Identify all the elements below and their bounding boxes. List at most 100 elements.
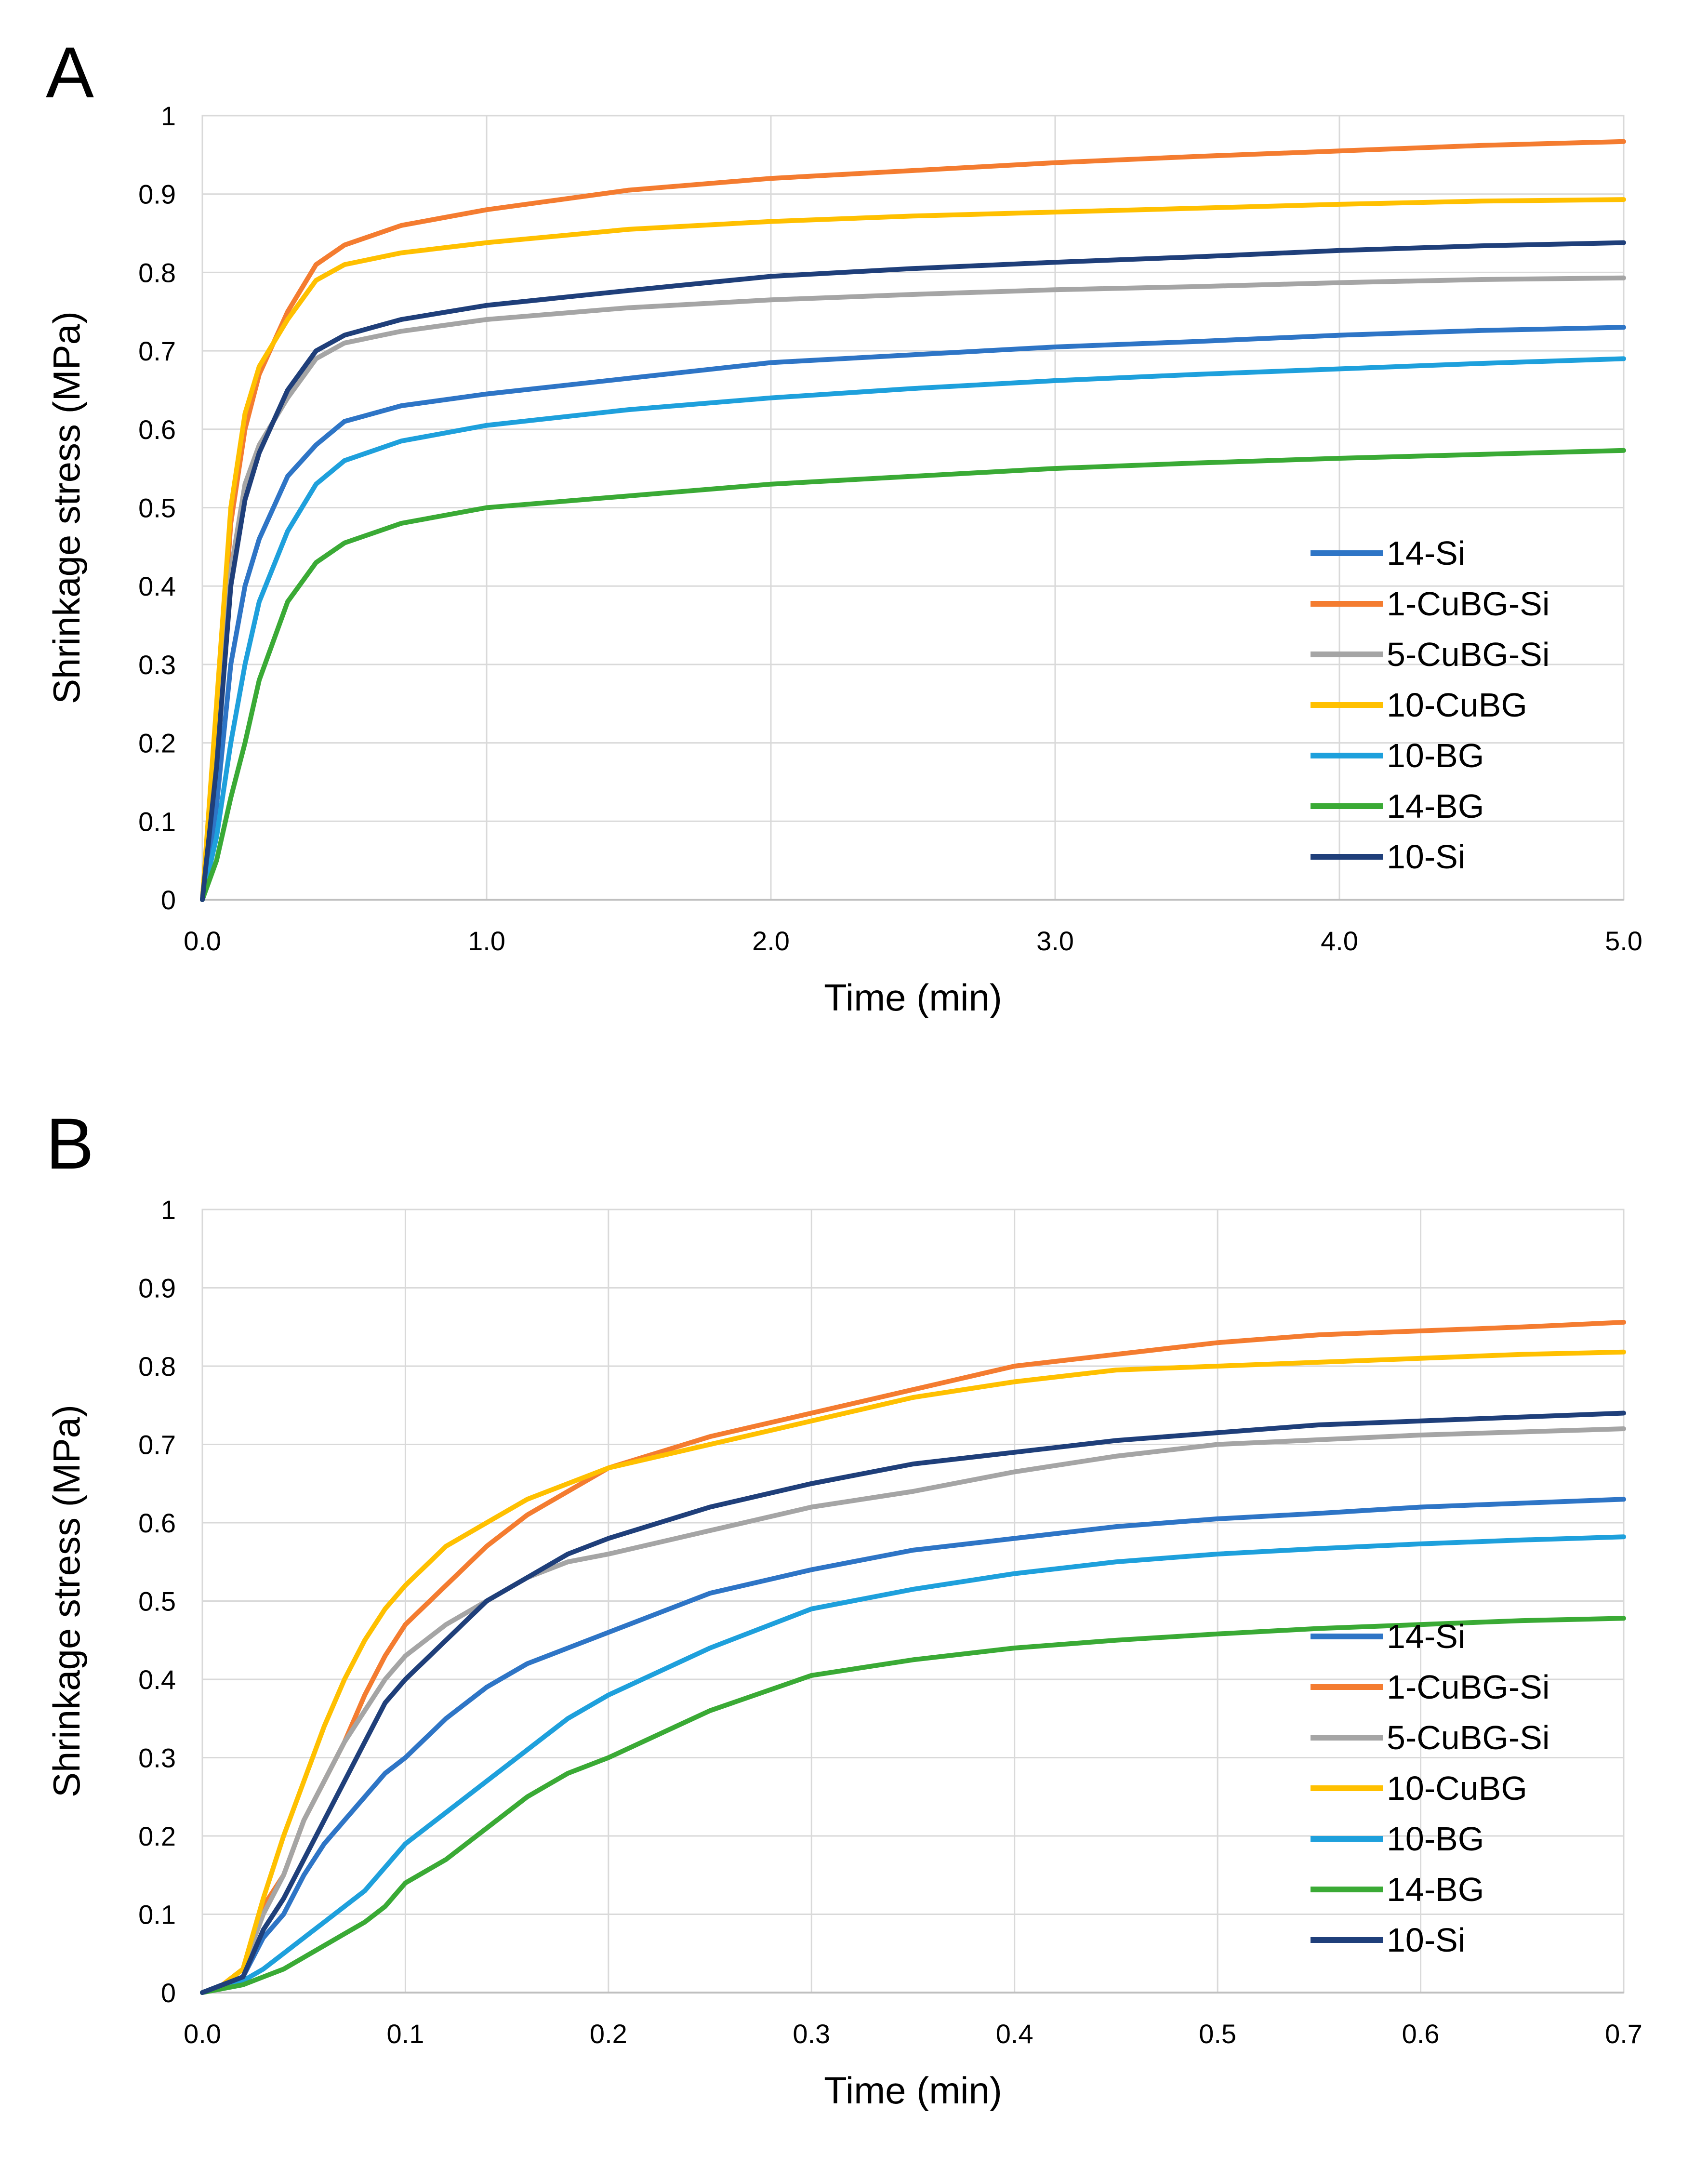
legend-swatch [1311, 1886, 1383, 1892]
legend-item: 14-BG [1311, 1864, 1549, 1914]
legend-a: 14-Si 1-CuBG-Si 5-CuBG-Si 10-CuBG 10-BG 14-BG… [1311, 528, 1549, 882]
y-axis-label: Shrinkage stress (MPa) [45, 311, 88, 704]
y-tick-label: 0.8 [138, 257, 176, 288]
legend-item: 10-Si [1311, 1914, 1549, 1965]
series-line-10-Si [200, 1410, 1626, 1995]
legend-swatch [1311, 1835, 1383, 1842]
chart-panel-a: A 0 0.1 0.2 0.3 0.4 0.5 0.6 0.7 0.8 0.9 1 0.0 1.0 2.0… [0, 0, 1708, 1083]
x-axis-label: Time (min) [824, 976, 1002, 1019]
legend-item: 5-CuBG-Si [1311, 629, 1549, 679]
chart-a-svg: 0 0.1 0.2 0.3 0.4 0.5 0.6 0.7 0.8 0.9 1 0.0 1.0 2.0 3.… [45, 101, 1642, 1019]
series-line-14-BG [200, 1616, 1626, 1995]
series-line-14-Si [200, 1497, 1626, 1995]
legend-swatch [1311, 550, 1383, 556]
legend-label: 10-CuBG [1387, 686, 1527, 724]
x-tick-label: 3.0 [1036, 926, 1074, 956]
y-tick-label: 0.2 [138, 728, 176, 758]
y-tick-label: 0.2 [138, 1821, 176, 1851]
legend-swatch [1311, 752, 1383, 758]
y-tick-label: 0.3 [138, 1743, 176, 1773]
x-tick-label: 4.0 [1321, 926, 1358, 956]
legend-label: 14-BG [1387, 787, 1484, 825]
y-tick-label: 0.6 [138, 414, 176, 445]
y-tick-label: 0.6 [138, 1508, 176, 1538]
series-line-10-Si [200, 240, 1626, 902]
series-line-10-CuBG [200, 197, 1626, 902]
legend-item: 14-Si [1311, 528, 1549, 578]
series-line-10-CuBG [200, 1349, 1626, 1995]
y-tick-label: 0 [161, 1978, 176, 2008]
legend-swatch [1311, 1684, 1383, 1690]
y-tick-label: 0.5 [138, 493, 176, 523]
legend-swatch [1311, 1937, 1383, 1943]
x-tick-label: 0.0 [184, 2019, 221, 2049]
legend-label: 5-CuBG-Si [1387, 1718, 1550, 1756]
x-axis-label: Time (min) [824, 2069, 1002, 2112]
legend-item: 14-Si [1311, 1611, 1549, 1662]
legend-swatch [1311, 803, 1383, 809]
y-tick-label: 0.1 [138, 1900, 176, 1930]
legend-item: 5-CuBG-Si [1311, 1712, 1549, 1763]
x-tick-label: 0.0 [184, 926, 221, 956]
series-line-10-BG [200, 1534, 1626, 1995]
legend-label: 1-CuBG-Si [1387, 585, 1550, 623]
x-tick-label: 5.0 [1605, 926, 1642, 956]
legend-swatch [1311, 1633, 1383, 1639]
y-tick-label: 0.5 [138, 1586, 176, 1617]
y-tick-label: 0.8 [138, 1351, 176, 1382]
y-axis-label: Shrinkage stress (MPa) [45, 1405, 88, 1797]
legend-item: 10-BG [1311, 1813, 1549, 1864]
series-line-5-CuBG-Si [200, 275, 1626, 902]
x-tick-label: 0.3 [793, 2019, 830, 2049]
legend-label: 10-Si [1387, 1921, 1466, 1959]
y-tick-label: 0.1 [138, 806, 176, 837]
y-tick-label: 1 [161, 1195, 176, 1225]
y-tick-label: 0.7 [138, 336, 176, 366]
legend-label: 14-Si [1387, 1617, 1466, 1655]
legend-swatch [1311, 702, 1383, 708]
legend-b: 14-Si 1-CuBG-Si 5-CuBG-Si 10-CuBG 10-BG 14-BG… [1311, 1611, 1549, 1965]
x-tick-label: 0.5 [1199, 2019, 1236, 2049]
x-tick-label: 1.0 [468, 926, 505, 956]
legend-label: 5-CuBG-Si [1387, 635, 1550, 673]
series-line-14-Si [200, 325, 1626, 902]
y-tick-label: 0.9 [138, 1273, 176, 1303]
legend-item: 10-BG [1311, 730, 1549, 781]
x-tick-label: 0.6 [1402, 2019, 1440, 2049]
chart-panel-b: B 0 0.1 0.2 0.3 0.4 0.5 0.6 0.7 0.8 0.9 1 0.0 0.1 0.2… [0, 1083, 1708, 2167]
legend-label: 10-CuBG [1387, 1769, 1527, 1807]
legend-item: 10-Si [1311, 831, 1549, 882]
x-tick-label: 0.1 [386, 2019, 424, 2049]
y-tick-label: 1 [161, 101, 176, 131]
y-tick-label: 0.4 [138, 1664, 176, 1695]
legend-label: 14-BG [1387, 1870, 1484, 1908]
x-tick-label: 2.0 [752, 926, 790, 956]
legend-item: 10-CuBG [1311, 1763, 1549, 1813]
legend-item: 10-CuBG [1311, 679, 1549, 730]
legend-swatch [1311, 651, 1383, 657]
y-tick-label: 0 [161, 885, 176, 915]
legend-label: 1-CuBG-Si [1387, 1668, 1550, 1706]
panel-label-b: B [46, 1103, 94, 1184]
legend-swatch [1311, 853, 1383, 860]
legend-label: 14-Si [1387, 534, 1466, 572]
chart-b-svg: 0 0.1 0.2 0.3 0.4 0.5 0.6 0.7 0.8 0.9 1 0.0 0.1 0.2 0.… [45, 1195, 1642, 2112]
legend-label: 10-BG [1387, 736, 1484, 774]
legend-swatch [1311, 600, 1383, 607]
y-tick-label: 0.9 [138, 179, 176, 210]
legend-item: 1-CuBG-Si [1311, 1662, 1549, 1712]
panel-label-a: A [46, 32, 94, 113]
y-tick-label: 0.3 [138, 650, 176, 680]
y-tick-label: 0.7 [138, 1430, 176, 1460]
legend-swatch [1311, 1785, 1383, 1791]
legend-item: 14-BG [1311, 781, 1549, 831]
y-tick-label: 0.4 [138, 571, 176, 601]
series-line-10-BG [200, 356, 1626, 902]
legend-item: 1-CuBG-Si [1311, 578, 1549, 629]
series-line-14-BG [200, 448, 1626, 902]
legend-label: 10-BG [1387, 1820, 1484, 1858]
x-tick-label: 0.7 [1605, 2019, 1642, 2049]
x-tick-label: 0.4 [996, 2019, 1033, 2049]
legend-label: 10-Si [1387, 838, 1466, 876]
legend-swatch [1311, 1734, 1383, 1741]
